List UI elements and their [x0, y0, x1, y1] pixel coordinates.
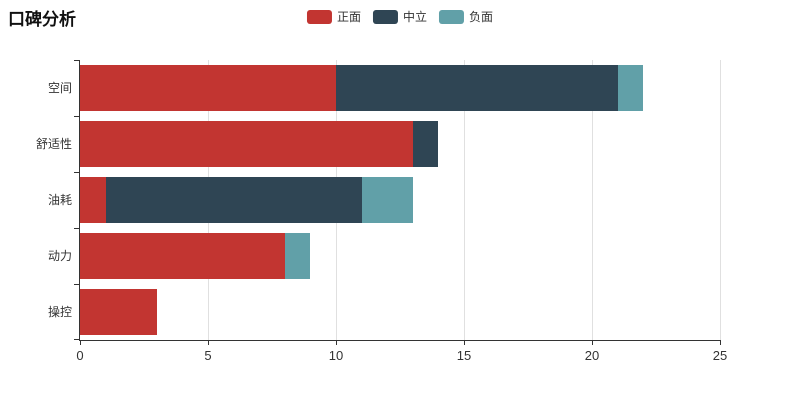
y-axis-tick — [74, 172, 79, 173]
y-axis-line — [79, 60, 80, 341]
x-axis-line — [79, 340, 721, 341]
legend-swatch-neutral — [372, 9, 398, 24]
legend-swatch-negative — [439, 9, 465, 24]
bar-segment[interactable] — [80, 121, 413, 167]
y-axis-tick — [74, 284, 79, 285]
bar-segment[interactable] — [80, 233, 285, 279]
chart-title: 口碑分析 — [8, 10, 76, 29]
y-axis-tick — [74, 60, 79, 61]
category-label: 油耗 — [47, 193, 72, 207]
bar-row — [80, 65, 720, 111]
x-axis-tick — [207, 340, 209, 345]
legend-label-neutral: 中立 — [402, 10, 428, 24]
x-axis-tick — [335, 340, 337, 345]
legend-item-negative[interactable]: 负面 — [439, 8, 493, 25]
category-label: 舒适性 — [35, 137, 72, 151]
bar-segment[interactable] — [284, 233, 311, 279]
category-label: 空间 — [47, 81, 72, 95]
y-axis-tick — [74, 228, 79, 229]
legend: 正面 中立 负面 — [306, 8, 493, 25]
x-tick-label: 20 — [584, 348, 600, 363]
x-axis-tick — [463, 340, 465, 345]
category-label: 操控 — [47, 305, 72, 319]
bar-segment[interactable] — [412, 121, 439, 167]
gridline — [463, 60, 465, 340]
x-tick-label: 10 — [328, 348, 344, 363]
bar-segment[interactable] — [80, 289, 157, 335]
gridline — [591, 60, 593, 340]
bar-segment[interactable] — [80, 65, 336, 111]
y-axis-labels: 空间舒适性油耗动力操控 — [0, 60, 72, 340]
bar-row — [80, 289, 720, 335]
legend-label-positive: 正面 — [336, 10, 361, 24]
gridline — [719, 60, 721, 340]
bar-row — [80, 177, 720, 223]
bar-segment[interactable] — [105, 177, 362, 223]
x-axis-tick — [719, 340, 721, 345]
x-tick-label: 25 — [712, 348, 728, 363]
category-label: 动力 — [47, 249, 72, 263]
bar-segment[interactable] — [336, 65, 618, 111]
bar-segment[interactable] — [80, 177, 106, 223]
x-tick-label: 0 — [76, 348, 84, 363]
x-axis-tick — [591, 340, 593, 345]
bar-segment[interactable] — [617, 65, 644, 111]
legend-item-neutral[interactable]: 中立 — [372, 8, 428, 25]
bar-row — [80, 121, 720, 167]
legend-swatch-positive — [306, 9, 332, 24]
bar-segment[interactable] — [361, 177, 413, 223]
legend-item-positive[interactable]: 正面 — [306, 8, 361, 25]
x-tick-label: 15 — [456, 348, 472, 363]
legend-label-negative: 负面 — [469, 10, 494, 24]
plot-area: 0 5 10 15 20 25 — [74, 60, 727, 363]
y-axis-tick — [74, 116, 79, 117]
bar-row — [80, 233, 720, 279]
y-axis-tick — [74, 339, 79, 340]
x-tick-label: 5 — [204, 348, 212, 363]
x-axis-tick — [79, 340, 81, 345]
